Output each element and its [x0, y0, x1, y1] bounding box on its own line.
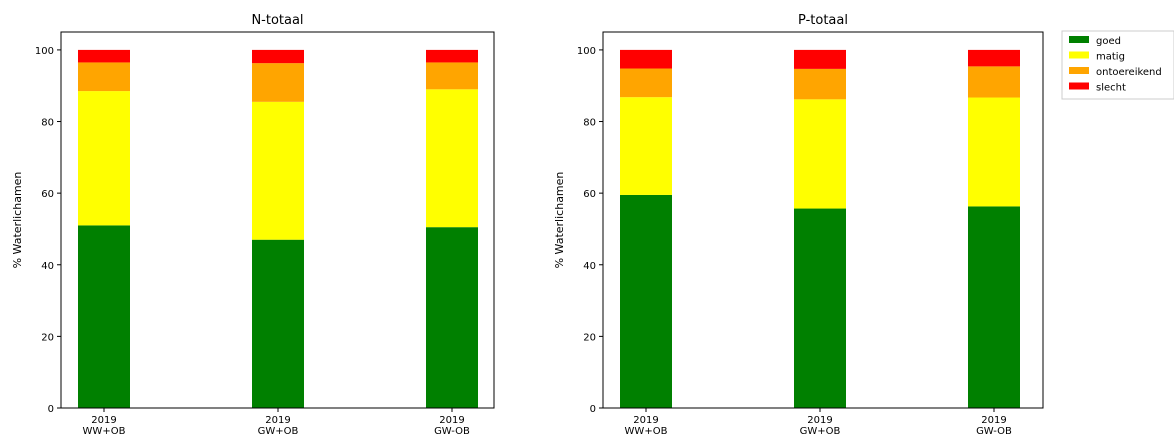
legend-label-slecht: slecht	[1096, 83, 1126, 94]
bar-1-2-goed	[968, 206, 1020, 408]
y-axis-label-1: % Waterlichamen	[553, 172, 566, 269]
bar-1-0-matig	[620, 97, 672, 195]
y-tick-label-0-0: 0	[48, 404, 54, 415]
y-tick-label-0-40: 40	[41, 261, 54, 272]
y-tick-label-1-40: 40	[583, 261, 596, 272]
bar-0-1-matig	[252, 101, 304, 240]
x-tick-label-1-1-1: GW+OB	[800, 426, 841, 437]
bar-1-1-matig	[794, 99, 846, 209]
bar-0-0-matig	[78, 91, 130, 226]
x-tick-label-1-2-0: 2019	[981, 415, 1006, 426]
bar-1-0-slecht	[620, 49, 672, 69]
bar-1-2-ontoereikend	[968, 66, 1020, 98]
x-tick-label-1-1-0: 2019	[807, 415, 832, 426]
bar-0-1-ontoereikend	[252, 63, 304, 102]
y-tick-label-1-60: 60	[583, 189, 596, 200]
legend-swatch-slecht	[1069, 82, 1089, 90]
bar-1-0-goed	[620, 194, 672, 408]
x-tick-label-0-0-0: 2019	[91, 415, 116, 426]
bar-1-0-ontoereikend	[620, 68, 672, 98]
bar-0-0-goed	[78, 225, 130, 408]
x-tick-label-0-0-1: WW+OB	[83, 426, 126, 437]
y-tick-label-0-60: 60	[41, 189, 54, 200]
bar-1-2-matig	[968, 97, 1020, 207]
bar-0-0-slecht	[78, 49, 130, 63]
bar-0-1-goed	[252, 239, 304, 408]
x-tick-label-0-2-0: 2019	[439, 415, 464, 426]
chart-title-0: N-totaal	[251, 13, 303, 28]
bar-0-1-slecht	[252, 49, 304, 64]
y-tick-label-1-20: 20	[583, 332, 596, 343]
plot-frame-0	[60, 31, 495, 409]
x-tick-label-1-0-1: WW+OB	[625, 426, 668, 437]
chart-title-1: P-totaal	[798, 13, 848, 28]
legend-label-ontoereikend: ontoereikend	[1096, 67, 1162, 78]
y-tick-label-0-100: 100	[35, 46, 54, 57]
y-tick-label-0-80: 80	[41, 118, 54, 129]
y-tick-label-1-100: 100	[577, 46, 596, 57]
legend-swatch-goed	[1069, 36, 1089, 43]
legend-label-goed: goed	[1096, 36, 1121, 47]
y-axis-label-0: % Waterlichamen	[11, 172, 24, 269]
bar-0-0-ontoereikend	[78, 62, 130, 92]
bar-1-1-goed	[794, 208, 846, 408]
x-tick-label-0-1-0: 2019	[265, 415, 290, 426]
bar-0-2-goed	[426, 227, 478, 408]
bar-0-2-matig	[426, 89, 478, 228]
bar-0-2-ontoereikend	[426, 62, 478, 90]
plot-frame-1	[602, 31, 1044, 409]
y-tick-label-0-20: 20	[41, 332, 54, 343]
x-tick-label-1-2-1: GW-OB	[976, 426, 1012, 437]
bar-1-2-slecht	[968, 49, 1020, 67]
x-tick-label-1-0-0: 2019	[633, 415, 658, 426]
legend-swatch-ontoereikend	[1069, 67, 1089, 74]
x-tick-label-0-2-1: GW-OB	[434, 426, 470, 437]
x-tick-label-0-1-1: GW+OB	[258, 426, 299, 437]
legend-swatch-matig	[1069, 51, 1089, 59]
legend-label-matig: matig	[1096, 52, 1125, 63]
bar-1-1-slecht	[794, 49, 846, 69]
y-tick-label-1-80: 80	[583, 118, 596, 129]
bar-0-2-slecht	[426, 49, 478, 63]
bar-1-1-ontoereikend	[794, 68, 846, 100]
y-tick-label-1-0: 0	[590, 404, 596, 415]
